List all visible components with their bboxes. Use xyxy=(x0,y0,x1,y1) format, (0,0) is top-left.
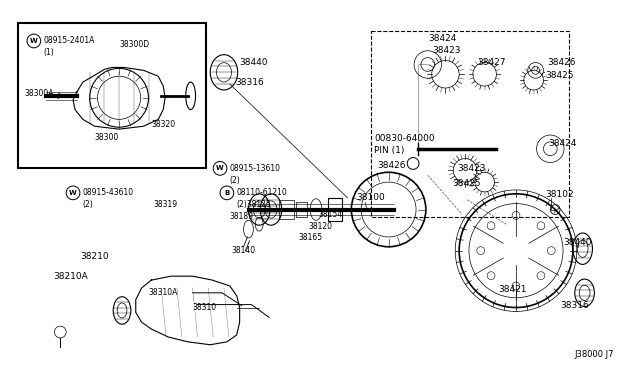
Text: 38423: 38423 xyxy=(433,46,461,55)
Text: 38424: 38424 xyxy=(428,33,456,42)
Bar xyxy=(371,31,569,217)
Text: 38300D: 38300D xyxy=(119,41,149,49)
Text: 38423: 38423 xyxy=(457,164,486,173)
Text: 38316: 38316 xyxy=(236,78,264,87)
Text: 08915-43610: 08915-43610 xyxy=(83,188,134,198)
Text: PIN (1): PIN (1) xyxy=(374,146,404,155)
Text: 38100: 38100 xyxy=(356,193,385,202)
Text: B: B xyxy=(224,190,230,196)
Text: 00830-64000: 00830-64000 xyxy=(374,134,435,144)
Text: J38000 J7: J38000 J7 xyxy=(575,350,614,359)
Bar xyxy=(18,23,206,169)
Text: 38425: 38425 xyxy=(452,179,481,187)
Text: 38300: 38300 xyxy=(95,134,119,142)
Bar xyxy=(328,198,342,221)
Text: 38120: 38120 xyxy=(308,222,332,231)
Text: 08915-2401A: 08915-2401A xyxy=(44,36,95,45)
Bar xyxy=(279,200,294,219)
Text: 38210: 38210 xyxy=(80,252,109,261)
Text: 38310A: 38310A xyxy=(148,288,178,297)
Text: 38426: 38426 xyxy=(377,161,405,170)
Text: (1): (1) xyxy=(44,48,54,57)
Text: 38102: 38102 xyxy=(545,190,574,199)
Text: 38320: 38320 xyxy=(152,120,175,129)
Text: 38319: 38319 xyxy=(154,200,177,209)
Text: 38310: 38310 xyxy=(193,303,217,312)
Text: 08915-13610: 08915-13610 xyxy=(230,164,281,173)
Text: 08110-61210: 08110-61210 xyxy=(237,188,287,198)
Text: (2)38125: (2)38125 xyxy=(237,200,271,209)
Text: 38165: 38165 xyxy=(298,234,323,243)
Text: 38300A: 38300A xyxy=(24,89,54,98)
Text: 38140: 38140 xyxy=(232,246,256,255)
Text: (2): (2) xyxy=(230,176,241,185)
Text: 38421: 38421 xyxy=(499,285,527,294)
Bar xyxy=(296,202,307,217)
Text: 38427: 38427 xyxy=(477,58,506,67)
Text: 38210A: 38210A xyxy=(54,272,88,280)
Text: W: W xyxy=(216,166,224,171)
Text: 38154: 38154 xyxy=(318,210,342,219)
Text: 38189: 38189 xyxy=(230,212,254,221)
Text: 38426: 38426 xyxy=(547,58,576,67)
Text: W: W xyxy=(69,190,77,196)
Text: 38440: 38440 xyxy=(563,238,591,247)
Text: 38316: 38316 xyxy=(560,301,589,310)
Text: 38425: 38425 xyxy=(545,71,574,80)
Text: 38440: 38440 xyxy=(239,58,268,67)
Text: 38424: 38424 xyxy=(548,140,577,148)
Text: W: W xyxy=(30,38,38,44)
Text: (2): (2) xyxy=(83,200,93,209)
